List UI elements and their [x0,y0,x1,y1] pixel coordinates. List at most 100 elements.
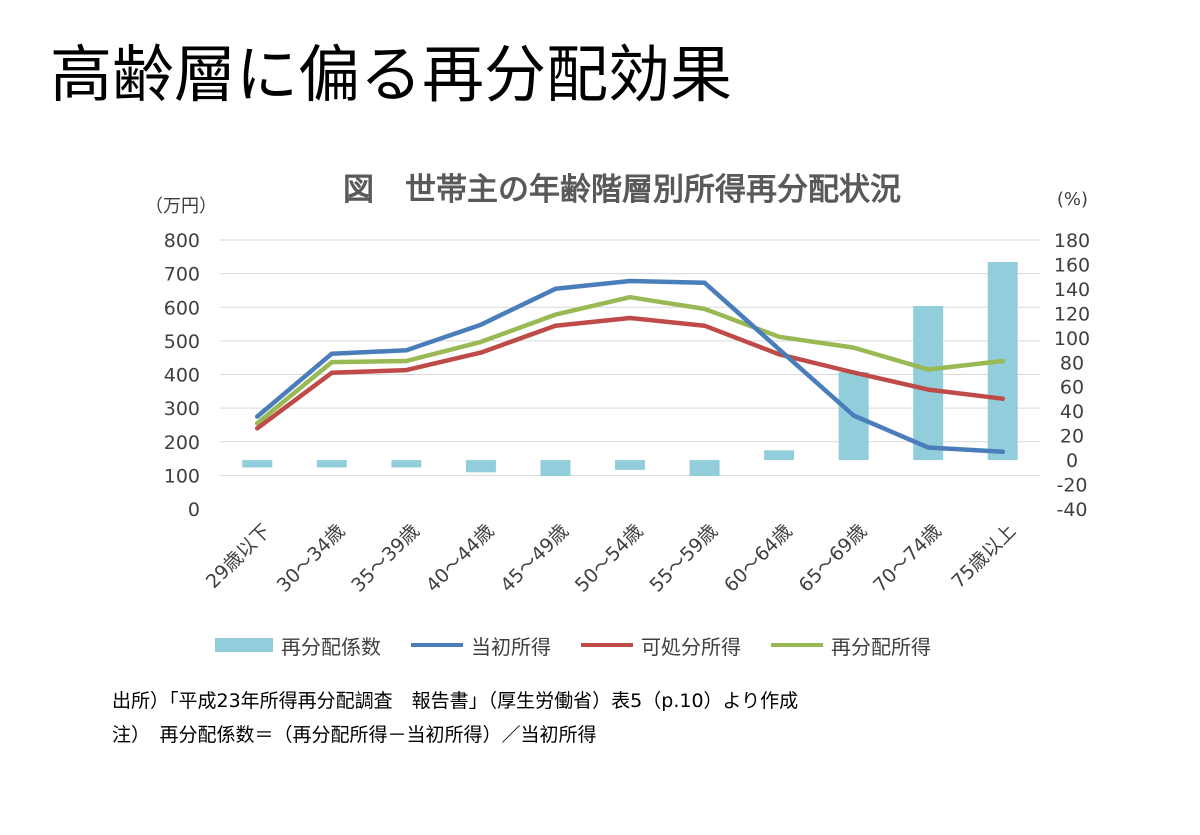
line-point-1-4 [478,322,484,327]
line-point-3-8 [776,334,782,340]
line-point-2-11 [1000,396,1005,401]
legend-swatch-initial-income [411,643,463,647]
legend-item-coefficient: 再分配係数 [215,631,381,660]
line-point-3-9 [851,345,856,350]
line-point-3-4 [478,339,484,345]
y-right-axis-label: (%) [1057,189,1088,210]
bar-coefficient-3 [391,460,422,468]
legend-label-disposable-income: 可処分所得 [641,634,741,659]
gridlines [220,239,1040,476]
y-left-tick-label: 500 [164,331,200,353]
bar-coefficient-1 [242,460,273,468]
y-left-tick-label: 600 [164,297,200,319]
y-right-tick-label: 160 [1054,254,1090,276]
line-point-1-11 [1000,449,1005,455]
x-category-label: 30～34歳 [273,520,350,597]
legend-item-redistributed-income: 再分配所得 [771,631,931,660]
line-point-3-2 [329,359,335,365]
x-category-label: 50～54歳 [571,520,648,597]
line-point-1-5 [553,286,558,291]
line-point-3-10 [925,367,931,372]
y-right-tick-label: 60 [1060,377,1084,399]
line-point-3-7 [702,306,707,312]
y-right-tick-label: 100 [1054,328,1090,350]
x-category-label: 75歳以上 [947,520,1020,593]
y-right-tick-label: 80 [1060,352,1084,374]
line-point-2-5 [553,323,558,328]
line-series-group [255,278,1005,455]
y-left-tick-label: 700 [164,264,200,286]
x-category-label: 35～39歳 [347,520,424,597]
line-point-2-4 [478,350,484,355]
y-left-tick-label: 800 [164,230,200,252]
line-point-3-11 [1000,358,1005,364]
chart-title: 図 世帯主の年齢階層別所得再分配状況 [343,172,901,208]
line-point-3-3 [404,358,409,364]
line-point-2-3 [404,367,409,373]
line-point-3-1 [255,421,260,426]
x-category-label: 60～64歳 [720,520,797,597]
bar-series-redistribution-coefficient [242,262,1018,476]
legend-swatch-disposable-income [581,643,633,647]
line-point-1-7 [702,280,707,285]
line-point-2-9 [851,370,856,375]
y-right-tick-label: 140 [1054,279,1090,301]
line-point-1-2 [329,351,335,356]
y-right-tick-label: 0 [1066,450,1078,472]
line-point-2-2 [329,370,335,376]
income-redistribution-chart: 図 世帯主の年齢階層別所得再分配状況 （万円） (%) 010020030040… [145,172,1090,597]
x-category-label: 65～69歳 [795,520,872,597]
y-right-tick-label: 40 [1060,401,1084,423]
legend-item-disposable-income: 可処分所得 [581,631,741,660]
legend-label-initial-income: 当初所得 [471,634,551,659]
bar-coefficient-8 [764,450,795,461]
y-left-tick-label: 300 [164,398,200,420]
y-right-tick-label: 20 [1060,426,1084,448]
line-point-1-3 [404,348,409,353]
line-point-2-10 [925,387,931,392]
source-note: 出所）「平成23年所得再分配調査 報告書」（厚生労働省）表5（p.10）より作成 [112,690,799,712]
legend-item-initial-income: 当初所得 [411,631,551,660]
line-point-1-6 [627,278,633,284]
y-right-tick-label: 180 [1054,230,1090,252]
y-left-tick-label: 400 [164,365,200,387]
y-right-tick-label: 120 [1054,303,1090,325]
line-point-3-6 [627,294,633,300]
line-point-2-6 [627,315,633,321]
line-point-3-5 [553,312,558,317]
line-point-2-7 [702,323,707,328]
legend-swatch-redistributed-income [771,643,823,647]
y-left-tick-label: 0 [188,499,200,521]
bar-coefficient-7 [689,460,720,476]
line-point-1-8 [776,347,782,352]
line-series-2 [255,315,1005,431]
legend-swatch-coefficient [215,638,273,652]
chart-legend: 再分配係数 当初所得 可処分所得 再分配所得 [215,631,961,660]
y-left-tick-label: 200 [164,432,200,454]
x-category-label: 55～59歳 [645,520,722,597]
bar-coefficient-4 [465,460,496,473]
x-category-label: 70～74歳 [869,520,946,597]
definition-note: 注） 再分配係数＝（再分配所得－当初所得）／当初所得 [112,724,597,746]
bar-coefficient-5 [540,460,571,476]
x-category-labels: 29歳以下30～34歳35～39歳40～44歳45～49歳50～54歳55～59… [202,520,1020,597]
line-point-1-10 [925,445,931,450]
slide-title: 高齢層に偏る再分配効果 [50,38,733,111]
x-category-label: 45～49歳 [496,520,573,597]
x-category-label: 29歳以下 [202,520,275,593]
y-right-tick-label: -20 [1056,475,1087,497]
legend-label-coefficient: 再分配係数 [281,634,381,659]
y-left-axis-label: （万円） [145,196,217,217]
y-left-tick-label: 100 [164,465,200,487]
line-point-2-1 [255,426,260,431]
bar-coefficient-6 [615,460,645,470]
legend-label-redistributed-income: 再分配所得 [831,634,931,659]
line-series-1 [255,278,1005,455]
y-right-tick-label: -40 [1056,499,1087,521]
bar-coefficient-2 [316,460,347,468]
x-category-label: 40～44歳 [422,520,499,597]
y-left-tick-labels: 0 100 200 300 400 500 600 700 800 [164,230,200,521]
line-point-1-9 [851,413,856,418]
bar-coefficient-10 [913,306,944,461]
